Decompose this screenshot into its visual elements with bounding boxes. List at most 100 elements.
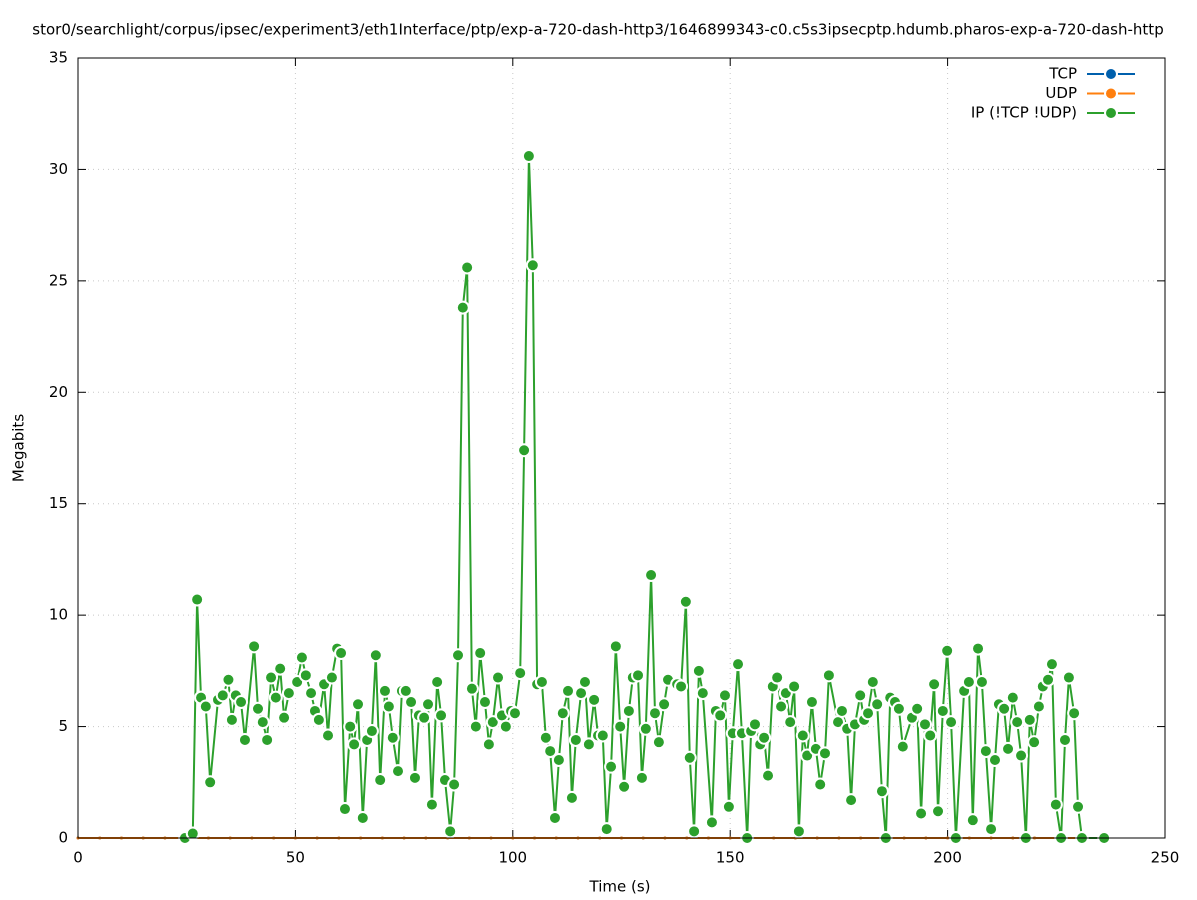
data-point: [638, 721, 653, 736]
data-point: [568, 732, 583, 747]
data-point: [844, 793, 859, 808]
data-point: [1031, 699, 1046, 714]
data-point: [304, 686, 319, 701]
data-point: [1001, 741, 1016, 756]
data-point: [581, 737, 596, 752]
data-point: [268, 690, 283, 705]
chart-title: stor0/searchlight/corpus/ipsec/experimen…: [32, 21, 1163, 39]
data-point: [398, 683, 413, 698]
plot-border: [77, 57, 1166, 839]
data-point: [1022, 712, 1037, 727]
data-point: [1067, 706, 1082, 721]
data-point: [464, 681, 479, 696]
data-point: [647, 706, 662, 721]
data-point: [251, 701, 266, 716]
data-point: [468, 719, 483, 734]
data-point: [761, 768, 776, 783]
data-point: [787, 679, 802, 694]
data-point: [757, 730, 772, 745]
data-point: [604, 759, 619, 774]
data-point: [1005, 690, 1020, 705]
data-point: [870, 697, 885, 712]
data-point: [657, 697, 672, 712]
data-point: [443, 824, 458, 839]
legend-label: UDP: [1045, 84, 1077, 102]
data-point: [997, 701, 1012, 716]
legend-label: TCP: [1048, 65, 1077, 83]
data-point: [237, 732, 252, 747]
data-point: [334, 646, 349, 661]
data-point: [507, 706, 522, 721]
data-point: [404, 695, 419, 710]
data-point: [260, 732, 275, 747]
data-point: [634, 770, 649, 785]
data-point: [198, 699, 213, 714]
data-point: [347, 737, 362, 752]
data-point: [190, 592, 205, 607]
x-tick-label: 150: [716, 849, 745, 867]
x-tick-label: 50: [286, 849, 305, 867]
data-point: [944, 715, 959, 730]
y-tick-label: 30: [49, 160, 68, 178]
data-point: [373, 773, 388, 788]
data-point: [277, 710, 292, 725]
data-point: [385, 730, 400, 745]
data-point: [577, 675, 592, 689]
data-point: [804, 695, 819, 710]
data-point: [473, 646, 488, 661]
data-point: [587, 692, 602, 707]
data-point: [795, 728, 810, 743]
data-point: [264, 670, 279, 685]
data-point: [281, 686, 296, 701]
data-point: [381, 699, 396, 714]
data-point: [813, 777, 828, 792]
data-point: [355, 810, 370, 825]
data-point: [621, 703, 636, 718]
data-point: [770, 670, 785, 685]
data-point: [324, 670, 339, 685]
data-point: [477, 695, 492, 710]
data-point: [1010, 715, 1025, 730]
data-point: [717, 688, 732, 703]
data-point: [455, 300, 470, 315]
data-point: [721, 799, 736, 814]
data-point: [460, 260, 475, 275]
data-point: [498, 719, 513, 734]
data-point: [543, 744, 558, 759]
data-point: [451, 648, 466, 663]
data-point: [613, 719, 628, 734]
y-tick-label: 35: [49, 49, 68, 67]
y-tick-label: 20: [49, 383, 68, 401]
data-point: [917, 717, 932, 732]
data-point: [713, 708, 728, 723]
data-point: [294, 650, 309, 665]
data-point: [687, 824, 702, 839]
data-point: [343, 719, 358, 734]
data-point: [311, 712, 326, 727]
data-point: [599, 822, 614, 837]
data-point: [817, 746, 832, 761]
data-point: [517, 443, 532, 458]
data-point: [987, 753, 1002, 767]
data-point: [221, 672, 236, 687]
data-point: [321, 728, 336, 743]
data-point: [534, 675, 549, 689]
data-point: [978, 744, 993, 759]
data-point: [538, 730, 553, 745]
data-point: [631, 668, 646, 683]
data-point: [674, 679, 689, 694]
data-point: [525, 258, 540, 273]
data-point: [255, 715, 270, 730]
data-point: [185, 826, 200, 841]
data-point: [1041, 672, 1056, 687]
data-point: [617, 779, 632, 794]
data-point: [430, 675, 445, 689]
data-point: [910, 701, 925, 716]
data-point: [351, 697, 366, 712]
data-point: [491, 670, 506, 685]
data-point: [1027, 735, 1042, 750]
data-point: [407, 770, 422, 785]
legend-label: IP (!TCP !UDP): [971, 104, 1077, 122]
data-point: [927, 677, 942, 692]
x-tick-label: 250: [1151, 849, 1180, 867]
